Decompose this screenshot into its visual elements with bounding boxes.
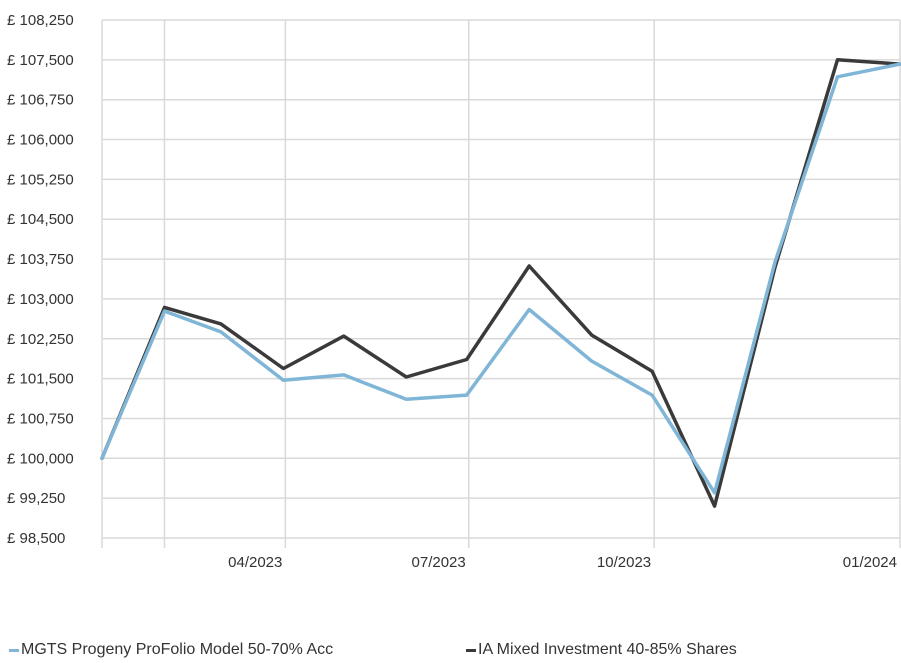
- line-chart: £ 108,250 £ 107,500 £ 106,750 £ 106,000 £ 10…: [7, 12, 901, 571]
- legend-item-series-1: MGTS Progeny ProFolio Model 50-70% Acc: [9, 641, 333, 659]
- legend-item-series-2: IA Mixed Investment 40-85% Shares: [466, 641, 737, 659]
- y-tick-label: £ 98,500: [7, 530, 65, 547]
- series-lines: [100, 58, 901, 508]
- y-tick-label: £ 108,250: [7, 12, 74, 29]
- y-tick-label: £ 106,750: [7, 92, 74, 109]
- legend-label-series-2: IA Mixed Investment 40-85% Shares: [478, 641, 737, 658]
- x-tick-label: 04/2023: [228, 554, 282, 571]
- y-tick-label: £ 100,750: [7, 410, 74, 427]
- x-tick-label: 10/2023: [597, 554, 651, 571]
- series-line-1: [100, 62, 901, 495]
- y-tick-label: £ 103,000: [7, 291, 74, 308]
- grid-lines: [101, 19, 901, 548]
- y-tick-label: £ 101,500: [7, 371, 74, 388]
- y-tick-label: £ 102,250: [7, 331, 74, 348]
- y-tick-label: £ 106,000: [7, 132, 74, 149]
- y-tick-label: £ 105,250: [7, 171, 74, 188]
- y-axis-tick-labels: £ 108,250 £ 107,500 £ 106,750 £ 106,000 £ 10…: [7, 12, 74, 547]
- legend-swatch-series-1: [9, 648, 19, 652]
- x-tick-label: 07/2023: [412, 554, 466, 571]
- legend-swatch-series-2: [466, 648, 476, 652]
- x-axis-tick-labels: 04/2023 07/2023 10/2023 01/2024: [228, 554, 897, 571]
- y-tick-label: £ 100,000: [7, 450, 74, 467]
- series-line-2: [100, 58, 901, 508]
- y-tick-label: £ 104,500: [7, 211, 74, 228]
- y-tick-label: £ 103,750: [7, 251, 74, 268]
- y-tick-label: £ 107,500: [7, 52, 74, 69]
- legend-label-series-1: MGTS Progeny ProFolio Model 50-70% Acc: [21, 641, 334, 658]
- y-tick-label: £ 99,250: [7, 490, 65, 507]
- x-tick-label: 01/2024: [843, 554, 897, 571]
